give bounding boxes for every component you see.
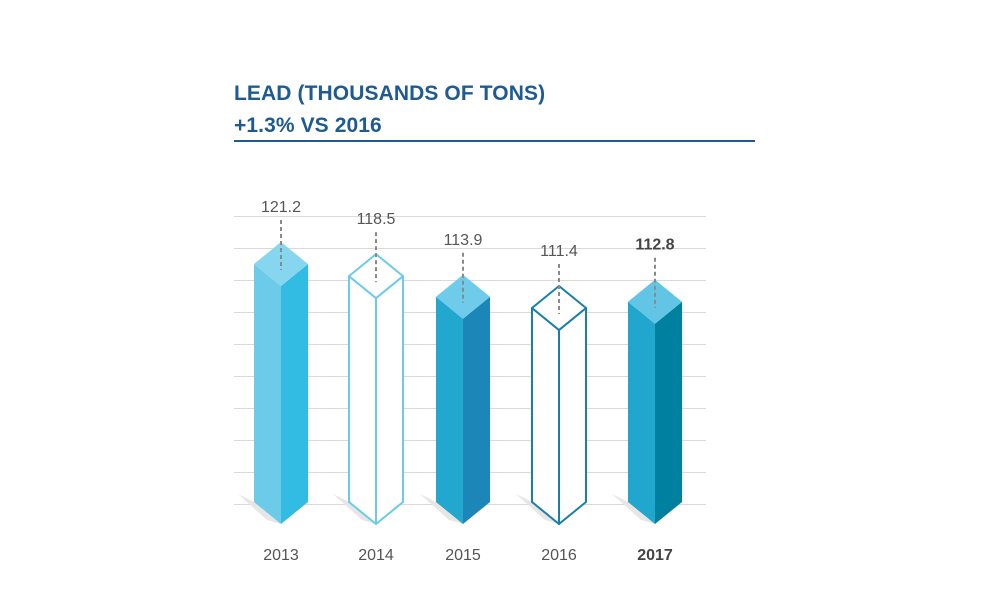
bar-right-face bbox=[463, 296, 490, 524]
bar-left-face bbox=[348, 275, 377, 525]
bar-left-face bbox=[628, 301, 655, 524]
x-tick-label-2014: 2014 bbox=[358, 547, 394, 564]
data-label-2014: 118.5 bbox=[357, 211, 396, 228]
bar-shadow bbox=[238, 494, 281, 524]
x-tick-label-2013: 2013 bbox=[263, 547, 299, 564]
bar-2015 bbox=[420, 274, 490, 524]
x-tick-label-2017: 2017 bbox=[637, 547, 673, 564]
data-label-2013: 121.2 bbox=[261, 199, 301, 216]
x-tick-label-2016: 2016 bbox=[541, 547, 577, 564]
chart-subtitle: +1.3% VS 2016 bbox=[234, 114, 382, 137]
chart-title-block: LEAD (THOUSANDS OF TONS) +1.3% VS 2016 bbox=[234, 78, 755, 142]
bars bbox=[238, 242, 682, 525]
bar-2016 bbox=[516, 285, 587, 525]
data-label-2016: 111.4 bbox=[540, 243, 578, 260]
bar-left-face bbox=[436, 296, 463, 524]
bar-shadow bbox=[612, 494, 655, 524]
bar-2013 bbox=[238, 242, 308, 524]
bar-shadow bbox=[420, 494, 463, 524]
data-label-2015: 113.9 bbox=[444, 232, 483, 249]
bar-left-face bbox=[531, 307, 560, 525]
bar-right-face bbox=[655, 301, 682, 524]
x-tick-label-2015: 2015 bbox=[445, 547, 481, 564]
data-label-2017: 112.8 bbox=[635, 237, 674, 254]
bar-right-face bbox=[281, 264, 308, 524]
bar-left-face bbox=[254, 264, 281, 524]
bar-right-face bbox=[558, 307, 587, 525]
bar-2017 bbox=[612, 279, 682, 524]
bar-2014 bbox=[333, 253, 404, 525]
title-underline bbox=[234, 140, 755, 142]
chart-title: LEAD (THOUSANDS OF TONS) bbox=[234, 82, 546, 105]
bar-right-face bbox=[375, 275, 404, 525]
labels: 121.2 2013 118.5 2014 113.9 2015 111.4 2016 112.… bbox=[261, 199, 675, 564]
